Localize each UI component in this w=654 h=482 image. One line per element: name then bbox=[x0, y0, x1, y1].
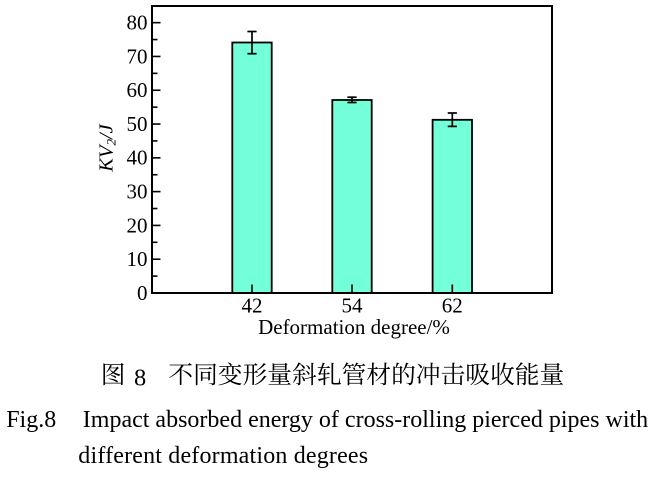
svg-text:80: 80 bbox=[127, 11, 148, 35]
svg-text:70: 70 bbox=[127, 44, 148, 68]
svg-text:Fig.8: Fig.8 bbox=[6, 407, 56, 433]
svg-text:0: 0 bbox=[137, 281, 148, 305]
svg-text:20: 20 bbox=[127, 213, 148, 237]
svg-text:KV2/J: KV2/J bbox=[95, 123, 118, 172]
svg-text:40: 40 bbox=[127, 146, 148, 170]
svg-text:62: 62 bbox=[442, 294, 463, 318]
svg-text:50: 50 bbox=[127, 112, 148, 136]
svg-text:10: 10 bbox=[127, 247, 148, 271]
svg-text:60: 60 bbox=[127, 78, 148, 102]
svg-text:8: 8 bbox=[134, 365, 146, 392]
svg-text:Impact absorbed energy of cros: Impact absorbed energy of cross-rolling … bbox=[83, 407, 648, 433]
svg-text:54: 54 bbox=[342, 294, 364, 318]
svg-text:30: 30 bbox=[127, 180, 148, 204]
svg-text:different deformation degrees: different deformation degrees bbox=[78, 443, 368, 469]
svg-text:Deformation degree/%: Deformation degree/% bbox=[258, 315, 450, 339]
svg-text:42: 42 bbox=[242, 294, 263, 318]
